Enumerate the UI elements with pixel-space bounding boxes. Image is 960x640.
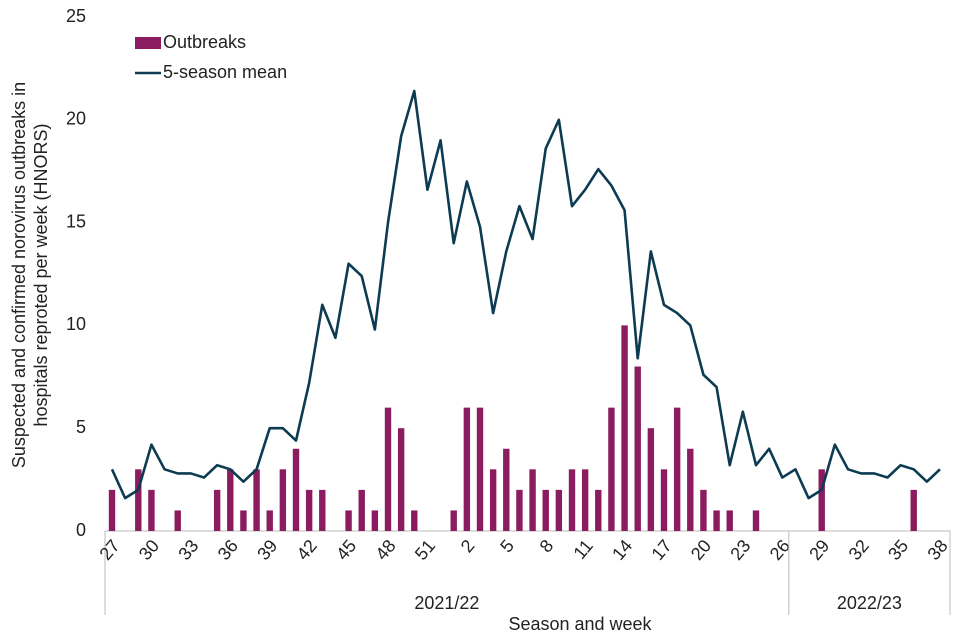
x-tick-label: 23 bbox=[726, 536, 754, 564]
bar bbox=[253, 469, 260, 531]
x-tick-label: 8 bbox=[536, 536, 558, 557]
bar bbox=[108, 489, 116, 531]
bar bbox=[647, 428, 655, 531]
bar bbox=[411, 510, 418, 531]
x-tick-label: 39 bbox=[253, 536, 281, 564]
bar bbox=[345, 510, 352, 531]
bar bbox=[227, 469, 234, 531]
bar bbox=[516, 489, 523, 531]
x-tick-label: 29 bbox=[805, 536, 833, 564]
x-tick-label: 48 bbox=[372, 536, 400, 564]
x-tick-label: 32 bbox=[845, 536, 873, 564]
bar bbox=[687, 448, 694, 531]
y-tick-label: 15 bbox=[66, 211, 86, 231]
legend-label: Outbreaks bbox=[163, 32, 246, 52]
bar bbox=[279, 469, 287, 531]
x-tick-label: 26 bbox=[766, 536, 794, 564]
bar bbox=[371, 510, 379, 531]
y-tick-label: 20 bbox=[66, 109, 86, 129]
bar bbox=[660, 469, 668, 531]
bar bbox=[463, 407, 471, 531]
bar bbox=[726, 510, 733, 531]
bar bbox=[174, 510, 181, 531]
x-tick-label: 33 bbox=[174, 536, 202, 564]
x-axis-label: Season and week bbox=[508, 614, 652, 634]
y-tick-label: 5 bbox=[76, 417, 86, 437]
x-tick-label: 30 bbox=[135, 536, 163, 564]
group-label: 2022/23 bbox=[837, 593, 902, 613]
bar bbox=[608, 407, 615, 531]
x-tick-label: 35 bbox=[884, 536, 912, 564]
bar bbox=[358, 489, 365, 531]
bar bbox=[135, 469, 142, 531]
bar bbox=[621, 325, 628, 531]
y-axis-label: Suspected and confirmed norovirus outbre… bbox=[9, 82, 51, 468]
bar bbox=[713, 510, 720, 531]
bar bbox=[752, 510, 760, 531]
x-tick-label: 27 bbox=[96, 536, 124, 564]
x-tick-label: 2 bbox=[457, 536, 479, 557]
x-tick-label: 45 bbox=[332, 536, 360, 564]
x-tick-label: 5 bbox=[496, 536, 518, 557]
bar bbox=[476, 407, 484, 531]
legend-swatch bbox=[135, 37, 161, 49]
bar bbox=[503, 448, 510, 531]
x-tick-label: 20 bbox=[687, 536, 715, 564]
y-tick-label: 25 bbox=[66, 6, 86, 26]
bar bbox=[555, 489, 563, 531]
bar bbox=[529, 469, 536, 531]
x-tick-label: 42 bbox=[293, 536, 321, 564]
bar bbox=[489, 469, 497, 531]
x-tick-label: 14 bbox=[608, 536, 636, 564]
x-tick-label: 11 bbox=[570, 536, 597, 563]
x-tick-label: 51 bbox=[411, 536, 439, 564]
bar bbox=[581, 469, 589, 531]
y-tick-label: 10 bbox=[66, 314, 86, 334]
x-tick-label: 36 bbox=[214, 536, 242, 564]
bar bbox=[266, 510, 273, 531]
bar bbox=[384, 407, 392, 531]
bar bbox=[240, 510, 247, 531]
line bbox=[110, 89, 941, 500]
y-axis-label-line: hospitals reproted per week (HNORS) bbox=[31, 123, 51, 426]
bar bbox=[319, 489, 326, 531]
bar bbox=[397, 428, 405, 531]
x-tick-label: 38 bbox=[924, 536, 952, 564]
bar bbox=[148, 489, 155, 531]
legend-label: 5-season mean bbox=[163, 62, 287, 82]
bar bbox=[595, 489, 602, 531]
group-label: 2021/22 bbox=[414, 593, 479, 613]
bar bbox=[910, 489, 917, 531]
x-tick-label: 17 bbox=[648, 536, 676, 564]
bar bbox=[450, 510, 457, 531]
bar bbox=[634, 366, 641, 531]
bar bbox=[305, 489, 313, 531]
bar bbox=[292, 448, 300, 531]
bar bbox=[673, 407, 681, 531]
y-tick-label: 0 bbox=[76, 520, 86, 540]
bar bbox=[700, 489, 707, 531]
bar bbox=[818, 469, 825, 531]
y-axis-label-line: Suspected and confirmed norovirus outbre… bbox=[9, 82, 29, 468]
bar bbox=[568, 469, 576, 531]
bar bbox=[542, 489, 549, 531]
bar bbox=[213, 489, 221, 531]
